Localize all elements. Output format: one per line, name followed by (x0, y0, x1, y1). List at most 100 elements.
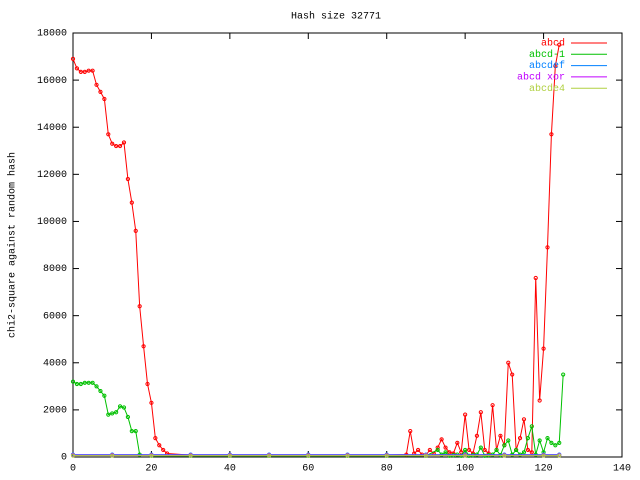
point (102, 96, 107, 102)
point (545, 245, 550, 250)
y-axis-label: chi2-square against random hash (7, 152, 19, 338)
point (117, 404, 123, 409)
point (98, 388, 103, 394)
point (439, 437, 444, 442)
point (121, 405, 127, 410)
point (537, 398, 542, 403)
point (455, 440, 460, 445)
legend-label: abcd (541, 38, 565, 50)
y-tick-label: 16000 (37, 76, 67, 87)
x-tick-label: 120 (535, 464, 553, 475)
point (129, 200, 134, 205)
legend-label: abcde4 (529, 83, 565, 95)
point (494, 447, 499, 453)
point (557, 453, 562, 458)
point (521, 450, 527, 455)
y-tick-label: 18000 (37, 29, 67, 40)
point (70, 56, 76, 62)
point (506, 438, 511, 443)
point (106, 412, 111, 417)
point (502, 443, 507, 448)
point (423, 453, 429, 458)
x-tick-label: 80 (381, 464, 393, 475)
point (149, 400, 154, 405)
y-tick-label: 6000 (43, 311, 67, 322)
point (145, 381, 150, 387)
legend-label: abcd-1 (529, 49, 565, 61)
point (125, 176, 131, 182)
point (478, 445, 483, 450)
y-tick-label: 4000 (43, 358, 67, 369)
point (133, 428, 138, 434)
point (435, 445, 440, 450)
point (114, 143, 119, 149)
point (345, 453, 350, 458)
point (94, 82, 99, 87)
point (553, 63, 558, 69)
point (129, 428, 134, 434)
point (153, 436, 158, 441)
point (78, 381, 83, 387)
point (482, 447, 487, 453)
point (82, 69, 87, 74)
point (94, 384, 99, 389)
point (498, 433, 503, 438)
point (490, 403, 495, 408)
x-tick-label: 0 (70, 464, 76, 475)
point (141, 344, 146, 349)
point (466, 447, 472, 453)
point (541, 453, 546, 458)
point (561, 372, 566, 377)
point (78, 69, 83, 74)
point (427, 447, 432, 453)
point (306, 453, 311, 458)
point (529, 424, 534, 429)
legend-label: abcdef (529, 60, 565, 72)
point (110, 411, 115, 416)
y-tick-label: 14000 (37, 123, 67, 134)
x-tick-label: 100 (456, 464, 474, 475)
point (161, 447, 166, 453)
point (521, 417, 527, 422)
series-line (72, 44, 560, 456)
y-tick-label: 8000 (43, 264, 67, 275)
point (74, 66, 80, 71)
point (517, 436, 523, 441)
point (188, 453, 193, 458)
point (463, 412, 468, 417)
point (553, 443, 558, 448)
legend-label: abcd xor (517, 72, 565, 84)
point (74, 381, 80, 387)
point (117, 143, 123, 149)
point (157, 443, 162, 448)
chart-title: Hash size 32771 (291, 11, 381, 23)
point (106, 132, 111, 137)
point (70, 453, 76, 458)
point (443, 450, 448, 455)
point (529, 450, 534, 455)
point (90, 68, 95, 73)
point (110, 141, 115, 146)
point (557, 440, 562, 445)
point (549, 132, 554, 137)
point (86, 68, 91, 73)
point (415, 447, 421, 453)
point (510, 372, 515, 377)
point (149, 453, 154, 458)
point (98, 89, 103, 94)
point (525, 447, 530, 453)
point (408, 428, 413, 434)
point (502, 453, 507, 458)
point (384, 453, 389, 458)
x-tick-label: 140 (613, 464, 631, 475)
point (514, 447, 519, 453)
point (133, 228, 138, 233)
point (102, 393, 107, 398)
y-tick-label: 10000 (37, 217, 67, 228)
point (478, 410, 483, 415)
point (463, 453, 468, 458)
point (86, 380, 91, 385)
x-tick-label: 40 (224, 464, 236, 475)
point (227, 453, 232, 458)
